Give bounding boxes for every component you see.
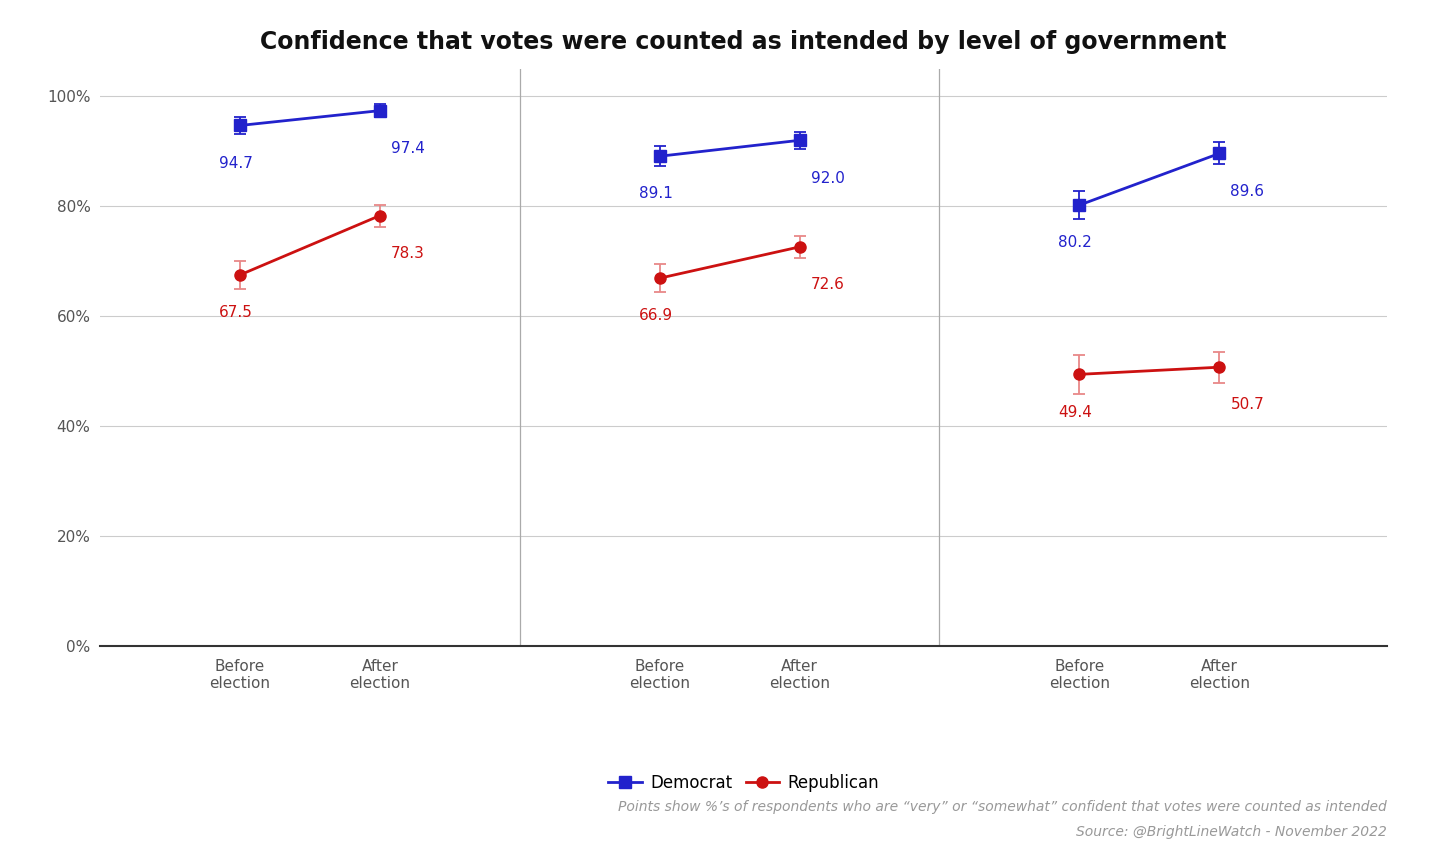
Text: 50.7: 50.7 — [1230, 398, 1264, 412]
Text: 49.4: 49.4 — [1058, 405, 1093, 419]
Title: Confidence that votes were counted as intended by level of government: Confidence that votes were counted as in… — [260, 30, 1227, 54]
Text: 89.1: 89.1 — [639, 187, 672, 201]
Legend: Democrat, Republican: Democrat, Republican — [602, 768, 885, 799]
Text: 92.0: 92.0 — [811, 170, 845, 185]
Text: 72.6: 72.6 — [811, 277, 845, 292]
Text: 94.7: 94.7 — [219, 156, 253, 170]
Text: 89.6: 89.6 — [1230, 183, 1264, 199]
Text: 80.2: 80.2 — [1058, 235, 1093, 251]
Text: 97.4: 97.4 — [390, 141, 425, 156]
Text: 67.5: 67.5 — [219, 305, 253, 320]
Text: 66.9: 66.9 — [639, 308, 672, 324]
Text: Source: @BrightLineWatch - November 2022: Source: @BrightLineWatch - November 2022 — [1077, 826, 1387, 839]
Text: Points show %’s of respondents who are “very” or “somewhat” confident that votes: Points show %’s of respondents who are “… — [618, 800, 1387, 814]
Text: 78.3: 78.3 — [390, 245, 425, 261]
